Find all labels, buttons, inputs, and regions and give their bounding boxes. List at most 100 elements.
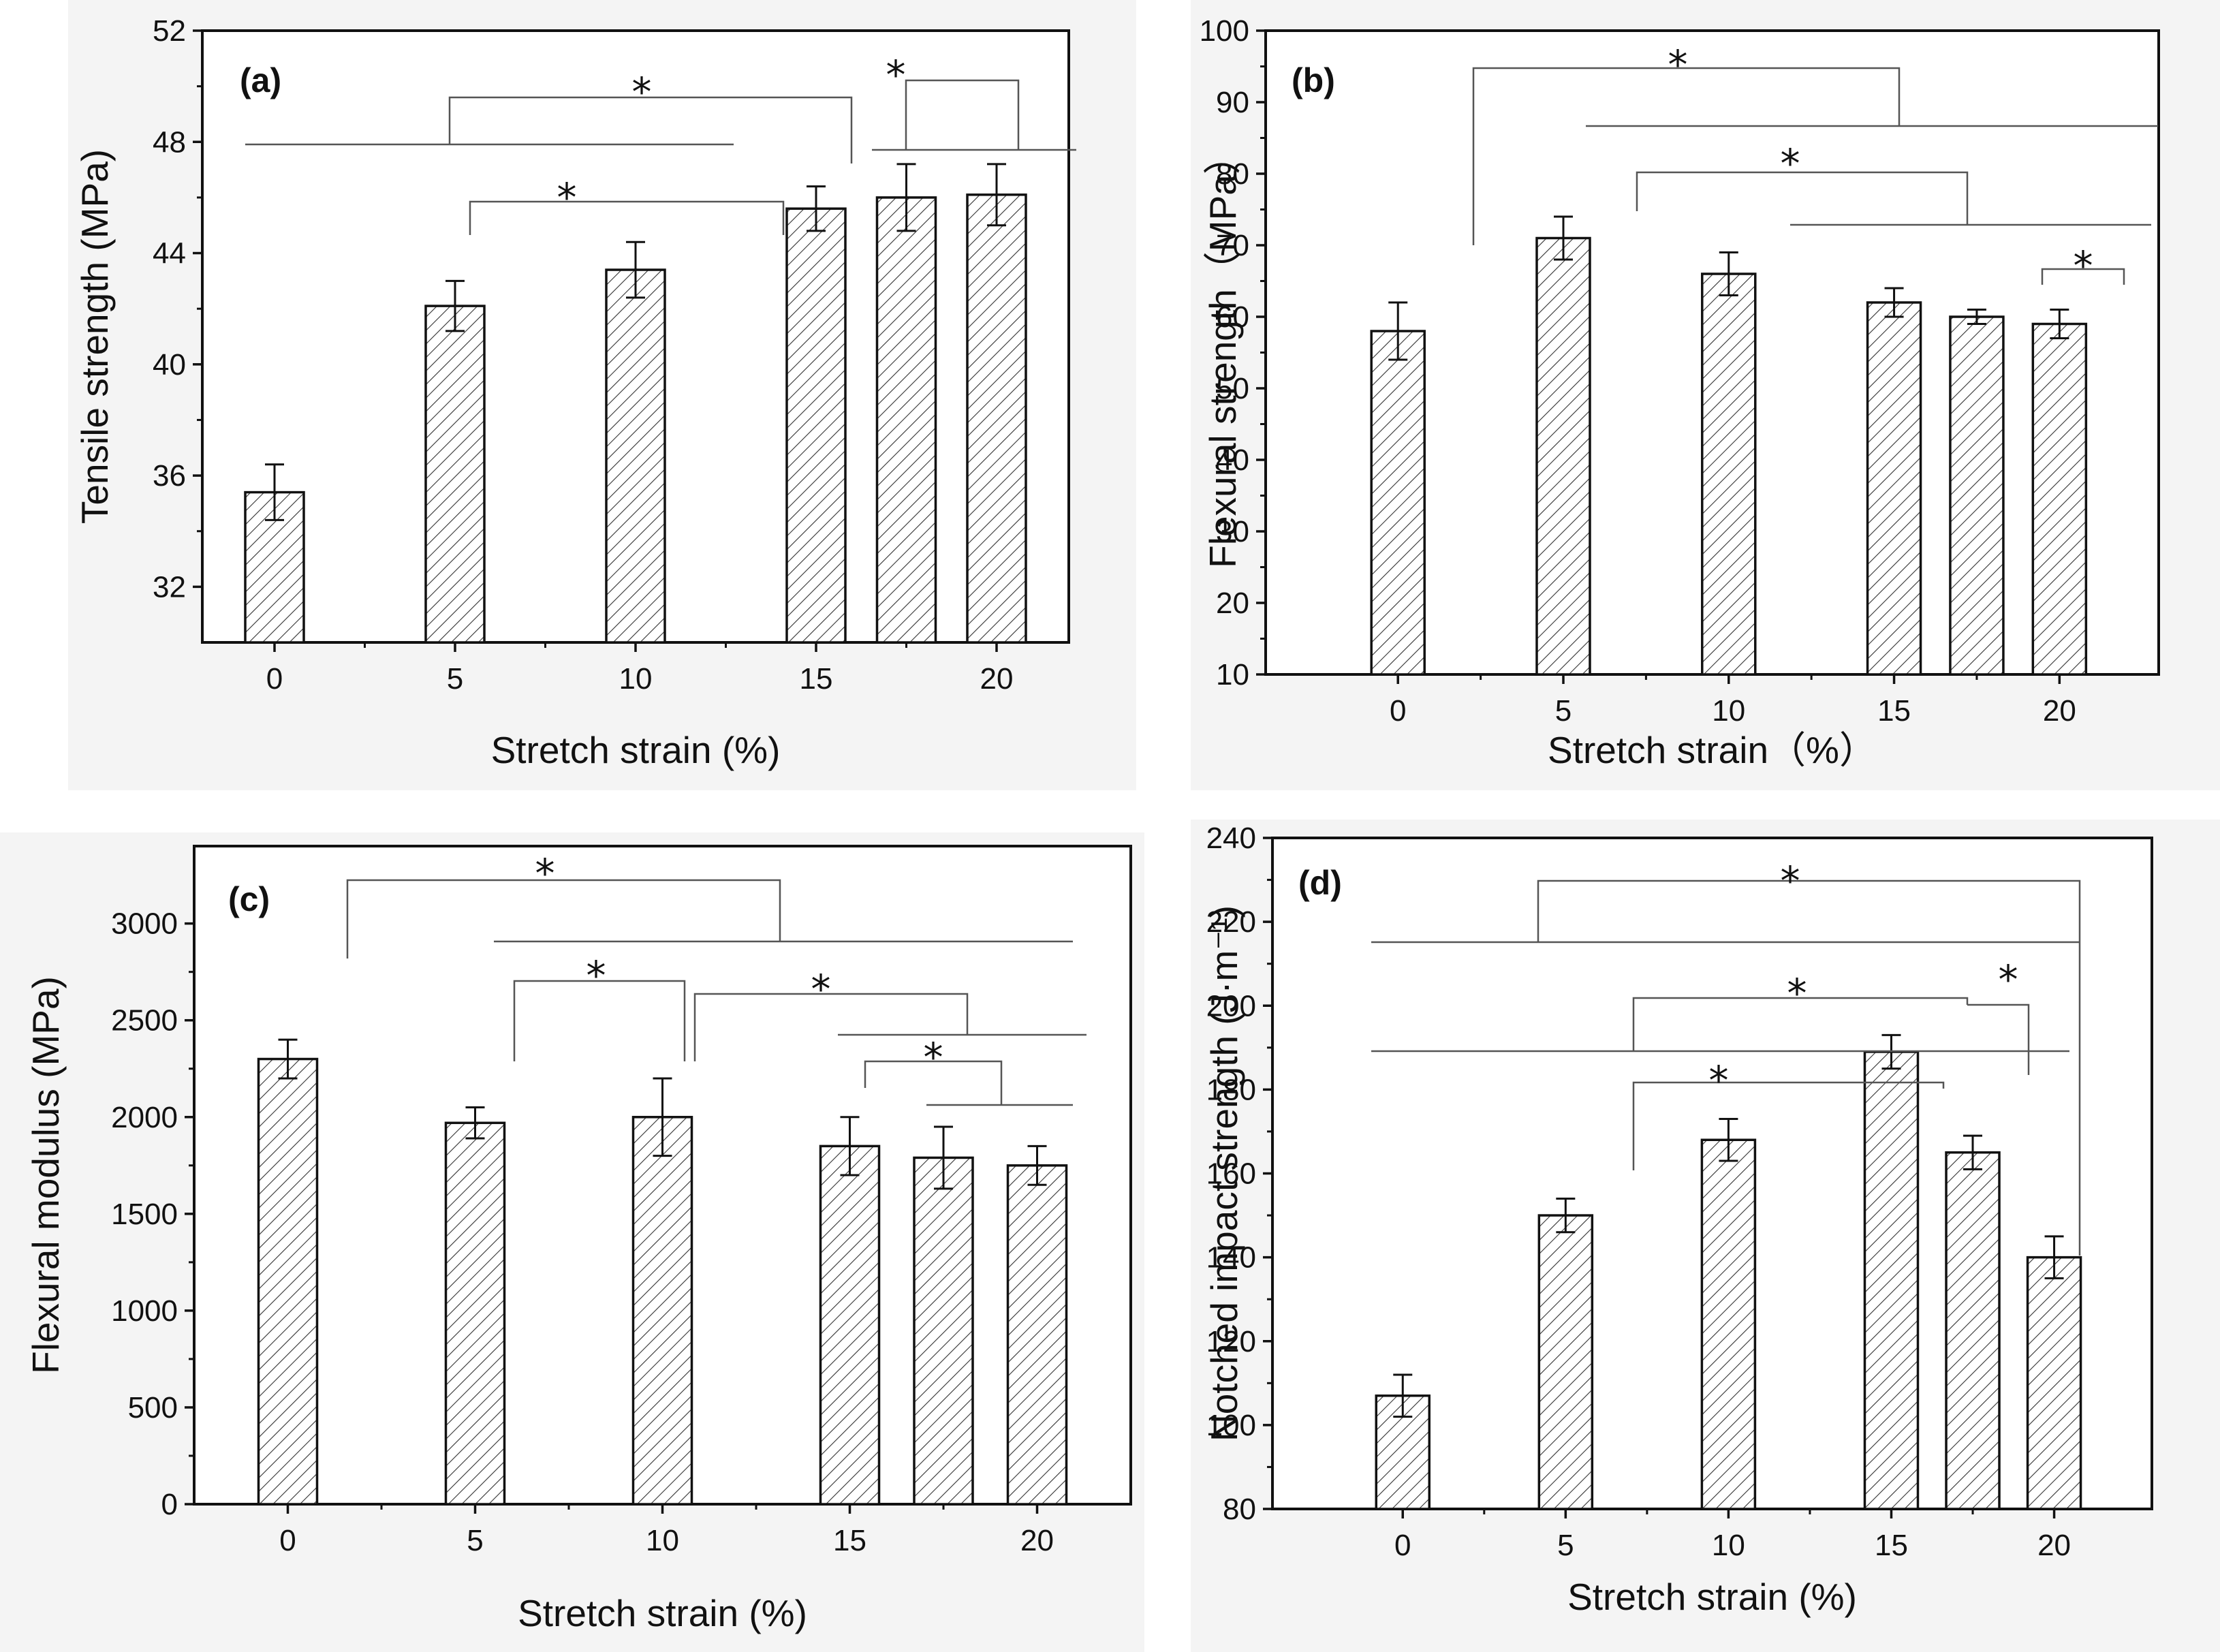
x-tick-label: 20	[1020, 1524, 1054, 1557]
significance-bracket	[1537, 879, 2081, 1256]
panel-label: (d)	[1298, 864, 1342, 902]
x-tick-label: 20	[980, 662, 1014, 696]
bar	[1863, 1050, 1920, 1510]
bar	[785, 207, 847, 644]
bar	[605, 268, 666, 644]
chart-b-svg: 10 20 30 40 50 60 70 80 90 100 0 5 10 15 20 * * * (b) Stret…	[1200, 14, 2160, 771]
bar	[966, 193, 1027, 644]
y-tick-label: 180	[1206, 1073, 1256, 1106]
y-tick-label: 2500	[111, 1004, 178, 1038]
significance-star: *	[1787, 970, 1807, 1016]
bar	[1949, 315, 2005, 676]
significance-bracket	[1632, 1081, 1945, 1170]
chart-c-svg: 0 500 1000 1500 2000 2500 3000 0 5 10 15 20 * * * * (c) S…	[25, 845, 1132, 1634]
y-tick-label: 10	[1216, 658, 1249, 691]
x-axis-title: Stretch strain (%)	[491, 729, 781, 771]
x-tick-label: 5	[1555, 694, 1572, 728]
significance-bracket	[513, 980, 686, 1061]
y-tick-label: 140	[1206, 1241, 1256, 1275]
chart-panel-c: 0 500 1000 1500 2000 2500 3000 0 5 10 15 20 * * * * (c) S…	[0, 832, 1144, 1652]
y-tick-label: 50	[1216, 372, 1249, 405]
significance-star: *	[1781, 140, 1800, 187]
x-tick-label: 0	[266, 662, 283, 696]
x-tick-label: 5	[1557, 1529, 1574, 1562]
y-tick-label: 220	[1206, 905, 1256, 939]
y-tick-label: 80	[1216, 157, 1249, 191]
bar	[1701, 272, 1757, 676]
y-tick-label: 100	[1200, 14, 1249, 48]
significance-bracket	[448, 96, 853, 163]
x-tick-label: 20	[2037, 1529, 2071, 1562]
bar	[631, 1116, 693, 1506]
chart-panel-d: 80 100 120 140 160 180 200 220 240 0 5 10 15 20 * * * * (d…	[1191, 820, 2220, 1652]
bar	[257, 1057, 319, 1506]
y-tick-label: 40	[153, 348, 186, 381]
bar	[819, 1144, 881, 1506]
x-tick-label: 10	[619, 662, 653, 696]
significance-bracket	[469, 200, 785, 235]
y-axis-title: Tensile strength (MPa)	[74, 149, 116, 524]
x-tick-label: 5	[467, 1524, 483, 1557]
x-tick-label: 5	[447, 662, 463, 696]
y-tick-label: 40	[1216, 443, 1249, 477]
chart-panel-b: 10 20 30 40 50 60 70 80 90 100 0 5 10 15 20 * * * (b) Stret…	[1191, 0, 2220, 790]
significance-star: *	[1781, 858, 1800, 904]
significance-star: *	[632, 69, 652, 115]
y-tick-label: 200	[1206, 989, 1256, 1023]
y-axis-title: Flexural modulus (MPa)	[25, 976, 67, 1374]
y-tick-label: 20	[1216, 587, 1249, 620]
bar	[424, 305, 486, 644]
significance-bracket	[2041, 268, 2125, 285]
y-tick-label: 80	[1223, 1493, 1256, 1526]
bar	[913, 1156, 974, 1506]
chart-panel-a: 32 36 40 44 48 52 0 5 10 15 20 * * * (a) Stretch strain…	[68, 0, 1136, 790]
x-axis-title: Stretch strain (%)	[518, 1592, 807, 1634]
bar	[1006, 1164, 1068, 1506]
significance-bracket	[864, 1060, 1003, 1105]
y-tick-label: 100	[1206, 1409, 1256, 1442]
significance-bracket	[1632, 997, 1969, 1051]
y-tick-label: 48	[153, 125, 186, 159]
bar	[444, 1121, 506, 1506]
y-tick-label: 500	[128, 1391, 178, 1424]
significance-bracket	[693, 993, 969, 1061]
x-axis-title: Stretch strain（%）	[1548, 729, 1877, 771]
x-tick-label: 15	[833, 1524, 866, 1557]
bar	[1535, 236, 1591, 676]
x-tick-label: 10	[1712, 1529, 1745, 1562]
y-tick-label: 30	[1216, 515, 1249, 548]
significance-star: *	[1999, 956, 2018, 1003]
chart-a-svg: 32 36 40 44 48 52 0 5 10 15 20 * * * (a) Stretch strain…	[74, 14, 1076, 771]
bar	[1945, 1151, 2001, 1510]
x-tick-label: 15	[1875, 1529, 1908, 1562]
bar	[1370, 330, 1426, 676]
y-tick-label: 1000	[111, 1294, 178, 1328]
x-tick-label: 0	[1390, 694, 1406, 728]
y-axis-title: Flexural strength（MPa）	[1202, 137, 1244, 568]
panel-label: (a)	[240, 61, 281, 99]
y-tick-label: 90	[1216, 86, 1249, 119]
bar	[1866, 301, 1922, 676]
y-axis-title: Notched impact strength (J·m⁻¹)	[1203, 905, 1245, 1441]
y-tick-label: 2000	[111, 1101, 178, 1134]
x-tick-label: 0	[279, 1524, 296, 1557]
bar	[1537, 1214, 1594, 1510]
significance-star: *	[1668, 42, 1688, 88]
y-tick-label: 70	[1216, 229, 1249, 262]
y-tick-label: 52	[153, 14, 186, 48]
significance-star: *	[1709, 1057, 1729, 1104]
significance-star: *	[535, 850, 555, 897]
bar	[2026, 1256, 2082, 1510]
y-tick-label: 3000	[111, 907, 178, 941]
y-tick-label: 160	[1206, 1157, 1256, 1191]
significance-star: *	[886, 52, 906, 98]
significance-star: *	[2074, 243, 2093, 289]
x-tick-label: 15	[800, 662, 833, 696]
significance-bracket	[346, 879, 781, 959]
significance-star: *	[811, 966, 831, 1012]
x-tick-label: 10	[646, 1524, 679, 1557]
y-tick-label: 1500	[111, 1198, 178, 1231]
y-tick-label: 0	[161, 1488, 178, 1521]
y-tick-label: 120	[1206, 1325, 1256, 1358]
y-tick-label: 44	[153, 237, 186, 270]
